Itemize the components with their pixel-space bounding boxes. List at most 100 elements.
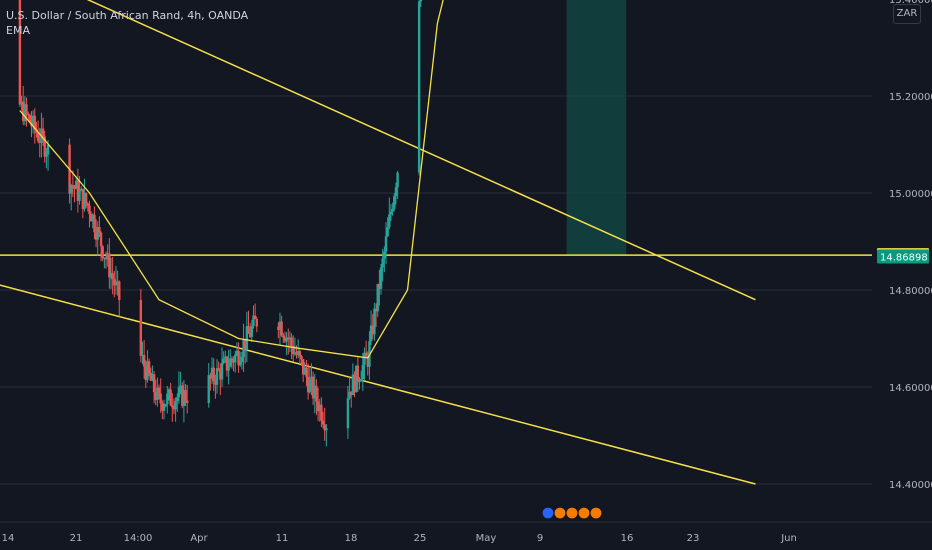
trendline — [86, 0, 756, 301]
candle-body — [219, 369, 222, 380]
candle-body — [237, 350, 240, 366]
event-marker — [565, 506, 579, 520]
ema-indicator-label[interactable]: EMA — [6, 24, 30, 37]
candle-body — [308, 379, 311, 393]
candle-body — [212, 367, 215, 382]
candle-body — [35, 129, 38, 134]
candle-body — [394, 187, 398, 197]
candle-body — [283, 337, 287, 342]
candle-body — [391, 208, 394, 212]
candle-body — [356, 365, 360, 382]
candle-body — [147, 361, 151, 374]
candle-body — [255, 319, 258, 327]
candle-body — [235, 350, 239, 355]
candle-body — [78, 190, 81, 201]
candle-body — [144, 366, 147, 381]
candle-body — [297, 351, 300, 355]
candle-body — [386, 227, 389, 237]
candle-body — [346, 398, 350, 429]
x-tick-label: 9 — [537, 533, 543, 544]
candle-body — [151, 374, 154, 381]
candle-body — [186, 400, 189, 403]
currency-button[interactable]: ZAR — [893, 4, 921, 24]
candle-body — [81, 188, 85, 210]
candle-body — [417, 1, 421, 173]
candle-body — [239, 362, 242, 366]
candle-body — [79, 188, 83, 191]
candle-body — [384, 236, 388, 252]
candle-body — [18, 0, 22, 105]
candle-body — [242, 340, 245, 358]
candle-body — [182, 390, 186, 406]
candle-body — [353, 374, 356, 393]
candle-body — [31, 115, 35, 127]
candle-body — [378, 283, 381, 289]
candle-body — [224, 356, 227, 359]
candle-body — [393, 196, 396, 209]
candle-body — [348, 391, 351, 399]
candle-body — [43, 136, 46, 157]
candle-body — [75, 180, 78, 189]
take-profit-zone — [566, 0, 627, 256]
x-tick-label: Apr — [190, 533, 208, 544]
candle-body — [295, 352, 298, 355]
candle-body — [359, 379, 363, 382]
candle-body — [41, 128, 45, 137]
x-tick-label: 23 — [687, 533, 700, 544]
candle-body — [320, 404, 323, 421]
candle-body — [157, 387, 161, 394]
candle-body — [184, 390, 187, 401]
candle-body — [318, 404, 321, 412]
candle-body — [217, 368, 220, 370]
y-tick-label: 15.20000 — [889, 92, 932, 103]
candle-body — [220, 363, 224, 380]
candle-body — [306, 376, 310, 393]
candle-body — [301, 359, 305, 375]
candle-body — [315, 385, 318, 402]
candle-body — [214, 381, 217, 385]
candle-body — [300, 356, 303, 360]
candle-body — [373, 308, 376, 335]
candle-body — [388, 214, 391, 228]
candle-body — [106, 253, 109, 260]
candle-body — [222, 358, 225, 364]
candle-body — [361, 364, 365, 380]
candle-body — [225, 356, 229, 371]
candle-body — [84, 193, 88, 204]
candle-body — [285, 337, 288, 342]
chart-title: U.S. Dollar / South African Rand, 4h, OA… — [6, 9, 249, 22]
candle-body — [91, 214, 94, 222]
candle-body — [21, 101, 25, 122]
event-marker — [553, 506, 567, 520]
price-label-background — [877, 249, 929, 264]
candle-body — [109, 273, 113, 278]
candle-body — [116, 281, 119, 283]
candle-body — [252, 315, 255, 327]
candle-body — [229, 358, 232, 367]
x-tick-label: 14:00 — [124, 533, 153, 544]
candle-body — [383, 251, 386, 259]
candle-body — [28, 115, 32, 123]
candle-body — [376, 283, 379, 312]
candle-body — [369, 325, 373, 342]
event-marker — [577, 506, 591, 520]
candle-body — [71, 185, 75, 188]
candle-body — [354, 365, 358, 393]
candle-body — [323, 424, 326, 431]
candle-body — [76, 180, 80, 201]
candle-body — [247, 326, 250, 334]
candle-body — [209, 375, 212, 379]
candle-body — [321, 420, 325, 425]
candle-body — [181, 385, 184, 406]
candle-body — [96, 227, 99, 240]
candle-body — [46, 144, 50, 155]
y-tick-label: 14.40000 — [889, 480, 932, 491]
candle-body — [179, 385, 182, 388]
candle-body — [282, 335, 285, 338]
candle-body — [159, 393, 162, 404]
candle-body — [176, 397, 179, 402]
candle-body — [174, 401, 177, 410]
candle-body — [234, 354, 237, 363]
candle-body — [207, 375, 210, 403]
